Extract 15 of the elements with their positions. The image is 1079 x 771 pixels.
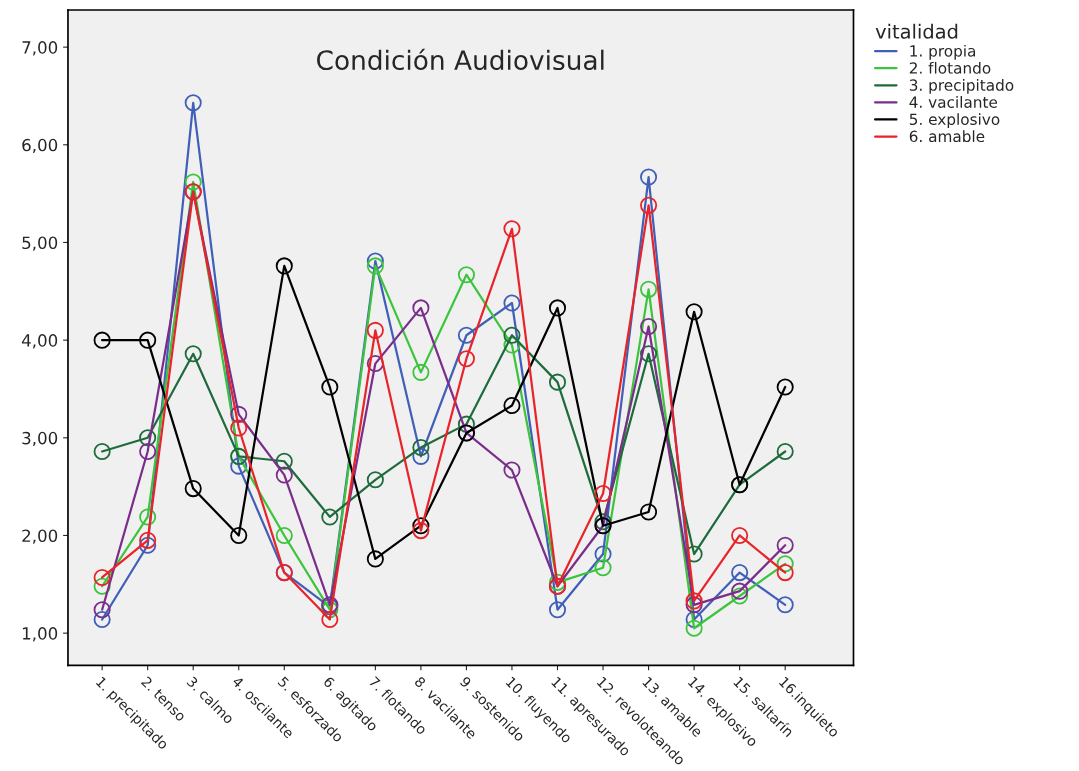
y-tick-label: 2,00 — [22, 529, 58, 544]
legend-label: 5. explosivo — [909, 113, 1000, 128]
legend-label: 3. precipitado — [909, 79, 1014, 94]
legend-label: 6. amable — [909, 130, 985, 143]
y-tick-label: 3,00 — [22, 431, 58, 447]
legend-label: 4. vacilante — [909, 96, 998, 108]
y-tick-label: 5,00 — [22, 236, 58, 251]
y-tick-label: 6,00 — [22, 138, 58, 154]
y-tick-label: 4,00 — [21, 334, 58, 349]
y-tick-label: 1,00 — [22, 627, 58, 642]
legend-label: 2. flotando — [909, 61, 991, 74]
y-tick-label: 7,00 — [22, 41, 58, 56]
legend-title: vitalidad — [875, 23, 958, 39]
legend-label: 1. propia — [910, 44, 976, 60]
text: Condición Audiovisual — [317, 48, 604, 71]
